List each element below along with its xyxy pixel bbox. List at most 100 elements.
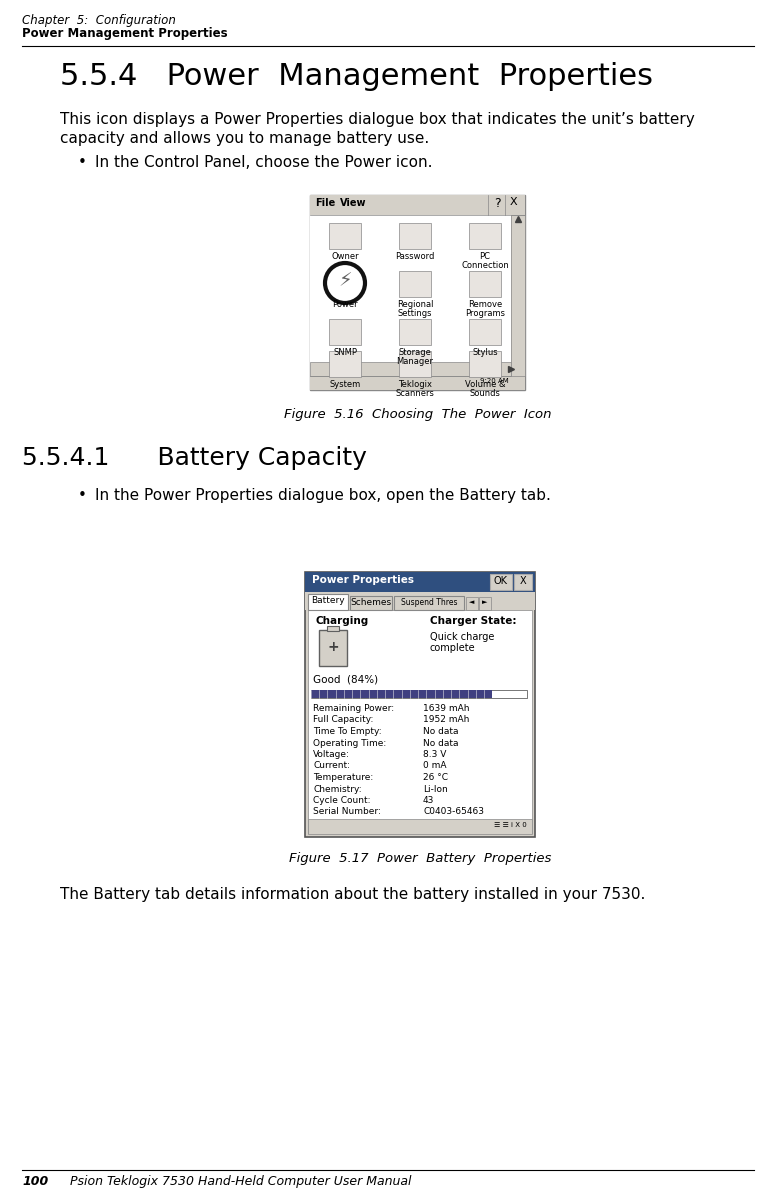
Text: Psion Teklogix 7530 Hand-Held Computer User Manual: Psion Teklogix 7530 Hand-Held Computer U… (70, 1175, 411, 1187)
Text: Remove: Remove (468, 300, 502, 309)
Text: 0 mA: 0 mA (423, 761, 446, 771)
Text: Time To Empty:: Time To Empty: (313, 727, 382, 736)
Text: Regional: Regional (397, 300, 433, 309)
Text: ◄: ◄ (469, 598, 475, 604)
Bar (311, 689, 527, 698)
Text: +: + (327, 640, 339, 654)
Text: 100: 100 (22, 1175, 48, 1187)
Text: X: X (509, 198, 517, 207)
Bar (469, 318, 501, 345)
Text: Charging: Charging (315, 616, 369, 626)
Text: Schemes: Schemes (351, 598, 392, 607)
Text: Serial Number:: Serial Number: (313, 808, 381, 816)
Bar (490, 575, 512, 590)
Bar (310, 195, 525, 215)
Bar (399, 271, 431, 297)
Text: Chemistry:: Chemistry: (313, 784, 362, 794)
Bar (305, 572, 535, 593)
Text: 5.5.4.1      Battery Capacity: 5.5.4.1 Battery Capacity (22, 446, 367, 470)
Text: Teklogix: Teklogix (398, 379, 432, 389)
Text: In the Power Properties dialogue box, open the Battery tab.: In the Power Properties dialogue box, op… (95, 488, 551, 503)
Bar (329, 351, 361, 377)
Text: Storage: Storage (399, 348, 431, 357)
Bar (310, 195, 525, 390)
Text: Figure  5.16  Choosing  The  Power  Icon: Figure 5.16 Choosing The Power Icon (284, 408, 551, 421)
Bar (310, 376, 525, 390)
Text: Password: Password (395, 253, 435, 261)
Text: •: • (78, 154, 87, 170)
Text: Voltage:: Voltage: (313, 751, 350, 759)
Text: 5.5.4   Power  Management  Properties: 5.5.4 Power Management Properties (60, 62, 653, 91)
Text: X: X (520, 576, 526, 587)
Text: No data: No data (423, 739, 459, 747)
Text: ⚡: ⚡ (338, 272, 352, 291)
Bar (469, 271, 501, 297)
Text: ☰ ☰ i X 0: ☰ ☰ i X 0 (494, 822, 527, 828)
Bar (466, 597, 478, 610)
Text: 1952 mAh: 1952 mAh (423, 716, 469, 724)
Text: Power Management Properties: Power Management Properties (22, 28, 227, 40)
Text: ►: ► (483, 598, 487, 604)
Text: Cycle Count:: Cycle Count: (313, 796, 370, 806)
Text: •: • (78, 488, 87, 503)
Text: PC: PC (480, 253, 490, 261)
Bar (350, 596, 392, 610)
Text: Stylus: Stylus (472, 348, 498, 357)
Bar (308, 610, 532, 833)
Bar (305, 593, 535, 610)
Text: OK: OK (494, 576, 508, 587)
Text: Remaining Power:: Remaining Power: (313, 704, 394, 713)
Bar (329, 318, 361, 345)
Text: Owner: Owner (331, 253, 359, 261)
Text: View: View (340, 198, 366, 208)
Text: Power: Power (332, 300, 358, 309)
Bar (479, 597, 491, 610)
Text: Li-Ion: Li-Ion (423, 784, 448, 794)
Bar (469, 223, 501, 249)
Text: 43: 43 (423, 796, 435, 806)
Bar (394, 596, 464, 610)
Text: ?: ? (494, 198, 501, 209)
Text: Programs: Programs (465, 309, 505, 318)
Text: Connection: Connection (461, 261, 509, 271)
Text: Quick charge: Quick charge (430, 632, 494, 642)
Text: complete: complete (430, 643, 476, 654)
Text: 1639 mAh: 1639 mAh (423, 704, 469, 713)
Bar (399, 223, 431, 249)
Bar (310, 215, 511, 376)
Text: Settings: Settings (398, 309, 432, 318)
Text: The Battery tab details information about the battery installed in your 7530.: The Battery tab details information abou… (60, 887, 646, 903)
Bar (329, 223, 361, 249)
Text: Suspend Thres: Suspend Thres (400, 598, 457, 607)
Text: Operating Time:: Operating Time: (313, 739, 386, 747)
Text: Chapter  5:  Configuration: Chapter 5: Configuration (22, 14, 176, 28)
Bar (514, 575, 532, 590)
Text: Volume &: Volume & (465, 379, 505, 389)
Bar (310, 361, 511, 376)
Bar (327, 626, 339, 631)
Text: 8.3 V: 8.3 V (423, 751, 446, 759)
Text: Power Properties: Power Properties (312, 575, 414, 585)
Text: 9:20 AM: 9:20 AM (480, 378, 509, 384)
Bar (399, 318, 431, 345)
Text: C0403-65463: C0403-65463 (423, 808, 484, 816)
Text: Sounds: Sounds (469, 389, 501, 397)
Text: In the Control Panel, choose the Power icon.: In the Control Panel, choose the Power i… (95, 154, 432, 170)
Text: Full Capacity:: Full Capacity: (313, 716, 373, 724)
Bar (308, 594, 348, 610)
Circle shape (325, 263, 365, 303)
Bar (399, 351, 431, 377)
Text: This icon displays a Power Properties dialogue box that indicates the unit’s bat: This icon displays a Power Properties di… (60, 113, 695, 127)
Text: Current:: Current: (313, 761, 350, 771)
Text: capacity and allows you to manage battery use.: capacity and allows you to manage batter… (60, 130, 429, 146)
Text: Temperature:: Temperature: (313, 773, 373, 782)
Text: File: File (315, 198, 335, 208)
Bar (319, 630, 347, 666)
Text: System: System (329, 379, 361, 389)
Text: Charger State:: Charger State: (430, 616, 517, 626)
Text: No data: No data (423, 727, 459, 736)
Bar (308, 819, 532, 834)
Text: 26 °C: 26 °C (423, 773, 448, 782)
Bar (511, 215, 525, 376)
Bar (311, 689, 493, 698)
